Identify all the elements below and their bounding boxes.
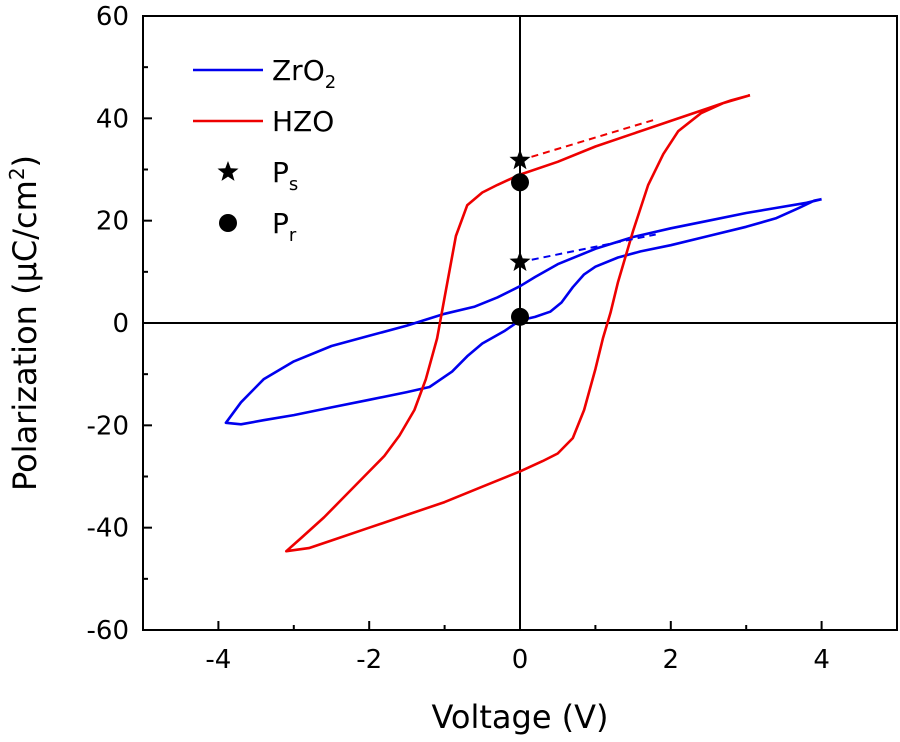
legend-ps-star [217,161,239,181]
legend-hzo-label-main: HZO [272,105,334,138]
y-tick-label: 60 [96,2,129,32]
x-tick-label: 4 [813,645,830,675]
legend-ps-label-main: P [272,156,289,189]
legend-pr-label-sub: r [289,225,297,246]
y-axis-title-prefix: Polarization ( [6,282,44,491]
hzo-pr-circle-marker [511,173,529,192]
zro2-ps-fit-line [519,233,656,264]
legend-zro2-label-main: ZrO [272,54,325,87]
legend-zro2-label: ZrO2 [272,54,336,93]
hzo-ps-fit-line [519,118,657,162]
y-tick-label: 40 [96,104,129,134]
axis-ticks [142,15,898,631]
x-axis-title: Voltage (V) [431,698,608,736]
x-tick-label: -2 [356,645,382,675]
y-axis-title-mu: μ [6,262,44,282]
x-tick-label: -4 [205,645,231,675]
marker-layer [509,149,531,326]
zro2-ps-star-marker [509,251,531,271]
legend-pr-label-main: P [272,207,289,240]
legend-pr-label: Pr [272,207,297,246]
legend-ps-label-sub: s [289,174,298,195]
zro2-pr-circle-marker [511,307,529,326]
x-tick-label: 2 [663,645,680,675]
legend-zro2-label-sub: 2 [325,72,336,93]
legend-pr-circle [219,214,237,232]
y-axis-title-suffix: ) [6,155,44,167]
zro2-loop [224,197,822,426]
legend-hzo-label: HZO [272,105,334,138]
legend-ps-label: Ps [272,156,298,195]
y-axis-title: Polarization (μC/cm2) [5,155,44,491]
y-axis-title-unit: C/cm [6,180,44,262]
y-tick-label: -40 [87,514,129,544]
extrapolation-layer [519,118,657,264]
hzo-ps-star-marker [509,149,531,170]
y-tick-label: 0 [112,309,129,339]
y-tick-label: 20 [96,207,129,237]
y-axis-title-sup: 2 [5,167,29,180]
y-tick-label: -60 [87,616,129,646]
y-tick-label: -20 [87,411,129,441]
plot-area [142,15,898,631]
x-tick-label: 0 [512,645,529,675]
